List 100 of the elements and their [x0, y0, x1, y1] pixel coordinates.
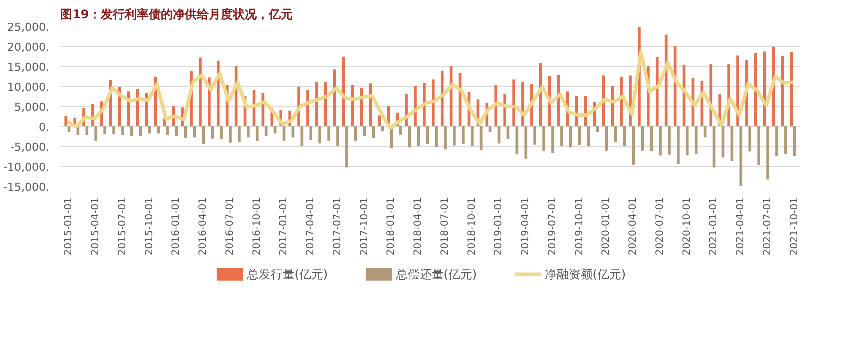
x-tick-label: 2019-10-01	[574, 197, 586, 256]
bar	[552, 126, 554, 154]
x-tick-label: 2019-07-01	[547, 197, 558, 256]
x-tick-label: 2016-10-01	[252, 197, 263, 256]
bar	[440, 70, 444, 126]
y-tick-label: 15,000.	[8, 61, 50, 74]
bar	[112, 126, 116, 134]
bar	[336, 126, 340, 146]
y-tick-label: 5,000.	[14, 101, 50, 114]
bar	[453, 126, 456, 146]
bar	[363, 126, 366, 136]
bar	[346, 126, 348, 168]
x-tick-label: 2021-01-01	[708, 197, 720, 256]
bar	[86, 126, 89, 136]
bar	[211, 126, 214, 139]
x-tick-label: 2018-07-01	[440, 197, 451, 256]
bar	[64, 116, 68, 126]
bar	[641, 126, 644, 151]
bar	[426, 126, 429, 144]
bar	[632, 126, 636, 165]
y-tick-label: -5,000.	[10, 141, 50, 154]
bar	[354, 126, 358, 141]
y-tick-label: 10,000.	[8, 81, 50, 94]
bar	[763, 52, 766, 126]
bar	[220, 126, 223, 140]
bar	[754, 53, 758, 126]
y-tick-label: -15,000.	[4, 181, 50, 194]
x-tick-label: 2019-04-01	[520, 197, 532, 256]
bar	[740, 126, 743, 186]
bar	[668, 126, 671, 155]
bar	[193, 126, 196, 138]
bar	[417, 126, 420, 146]
bar	[202, 126, 206, 144]
bar	[104, 126, 106, 134]
bar	[130, 126, 134, 136]
x-tick-label: 2018-10-01	[466, 197, 478, 256]
x-tick-label: 2021-04-01	[736, 197, 747, 256]
bar	[282, 126, 286, 142]
bar	[139, 126, 142, 136]
x-tick-label: 2021-10-01	[789, 197, 800, 256]
bar	[122, 126, 124, 136]
x-tick-label: 2020-07-01	[654, 197, 666, 256]
bar	[570, 126, 572, 148]
bar	[199, 58, 202, 126]
chart-title: 图19：发行利率债的净供给月度状况，亿元	[60, 8, 294, 22]
bar	[333, 70, 336, 126]
bar	[748, 126, 752, 152]
bar	[435, 126, 438, 148]
x-tick-label: 2020-04-01	[628, 197, 640, 256]
bar	[602, 76, 606, 126]
bar	[462, 126, 465, 144]
bar	[656, 57, 659, 126]
bar	[524, 126, 528, 159]
x-tick-label: 2016-04-01	[198, 197, 210, 256]
legend-label: 总发行量(亿元)	[246, 268, 328, 282]
bar	[310, 126, 313, 140]
bar	[256, 126, 259, 142]
bar	[238, 126, 241, 142]
x-tick-label: 2015-01-01	[64, 197, 75, 256]
bar	[318, 126, 322, 144]
y-tick-label: 25,000.	[8, 21, 50, 34]
x-tick-label: 2015-10-01	[144, 197, 156, 256]
x-tick-label: 2017-07-01	[332, 197, 344, 256]
x-tick-label: 2019-01-01	[494, 197, 505, 256]
bar	[229, 126, 232, 143]
x-tick-label: 2016-01-01	[171, 197, 182, 256]
bar	[611, 86, 614, 126]
bar	[506, 126, 510, 140]
x-tick-label: 2015-04-01	[90, 197, 102, 256]
bar	[324, 82, 328, 126]
bar	[512, 80, 516, 126]
bar	[444, 126, 447, 150]
bar	[247, 126, 250, 138]
x-tick-label: 2017-10-01	[359, 197, 370, 256]
bar	[650, 126, 653, 152]
bar	[578, 126, 582, 146]
x-tick-label: 2018-04-01	[413, 197, 424, 256]
bar	[166, 126, 170, 136]
bar	[793, 126, 796, 156]
bar	[736, 56, 740, 126]
y-tick-label: 20,000.	[8, 41, 50, 54]
bar	[94, 126, 98, 141]
bar	[423, 83, 426, 126]
bar	[758, 126, 760, 166]
bar	[766, 126, 770, 180]
bar	[378, 116, 382, 126]
bar	[316, 82, 318, 126]
x-tick-label: 2017-04-01	[306, 197, 317, 256]
x-tick-label: 2018-01-01	[386, 197, 398, 256]
x-tick-label: 2016-07-01	[224, 197, 236, 256]
legend-label: 净融资额(亿元)	[544, 268, 626, 282]
x-tick-label: 2021-07-01	[762, 197, 774, 256]
bar	[381, 126, 384, 132]
x-tick-label: 2020-10-01	[682, 197, 693, 256]
x-tick-label: 2017-01-01	[278, 197, 290, 256]
bar	[784, 126, 788, 154]
x-tick-label: 2015-07-01	[117, 197, 128, 256]
bar	[620, 76, 623, 126]
bar	[470, 126, 474, 146]
bar	[560, 126, 564, 146]
